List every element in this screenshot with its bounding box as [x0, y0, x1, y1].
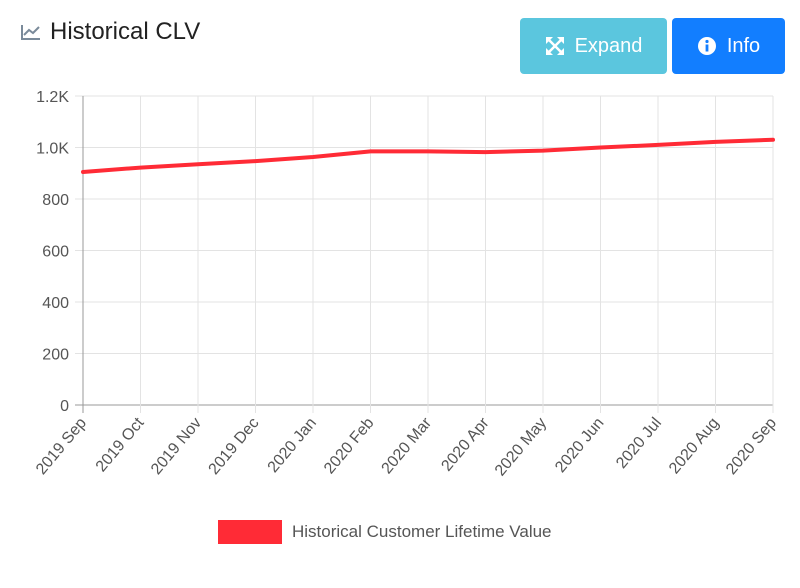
x-tick-label: 2019 Dec: [206, 415, 263, 478]
y-tick-label: 1.0K: [36, 141, 69, 158]
y-tick-label: 600: [42, 244, 69, 261]
x-tick-label: 2019 Nov: [148, 415, 205, 478]
line-chart-icon: [20, 23, 42, 41]
x-tick-label: 2020 Feb: [321, 415, 378, 478]
x-tick-label: 2020 Mar: [379, 414, 436, 477]
x-tick-label: 2020 Apr: [438, 414, 493, 475]
x-tick-label: 2020 Jan: [265, 415, 320, 476]
series-line: [81, 137, 775, 174]
x-tick-label: 2020 May: [492, 415, 550, 480]
x-tick-label: 2019 Oct: [93, 414, 148, 475]
chart-header: Historical CLV: [20, 18, 200, 46]
x-tick-label: 2020 Aug: [666, 415, 722, 478]
expand-button[interactable]: Expand: [520, 18, 667, 74]
y-tick-label: 400: [42, 295, 69, 312]
y-tick-label: 0: [60, 398, 69, 415]
expand-arrows-icon: [545, 36, 565, 56]
x-tick-label: 2020 Sep: [723, 415, 780, 478]
expand-button-label: Expand: [574, 34, 643, 57]
y-tick-label: 800: [42, 192, 69, 209]
chart-title: Historical CLV: [50, 18, 201, 45]
info-circle-icon: [697, 36, 717, 56]
chart-legend[interactable]: Historical Customer Lifetime Value: [218, 520, 552, 544]
legend-swatch: [218, 520, 282, 544]
x-tick-label: 2020 Jun: [552, 415, 607, 476]
x-tick-label: 2019 Sep: [33, 415, 90, 478]
info-button[interactable]: Info: [672, 18, 785, 74]
y-tick-label: 1.2K: [36, 89, 69, 106]
info-button-label: Info: [726, 34, 761, 57]
x-tick-label: 2020 Jul: [613, 415, 665, 472]
y-tick-label: 200: [42, 347, 69, 364]
legend-label: Historical Customer Lifetime Value: [292, 522, 552, 541]
